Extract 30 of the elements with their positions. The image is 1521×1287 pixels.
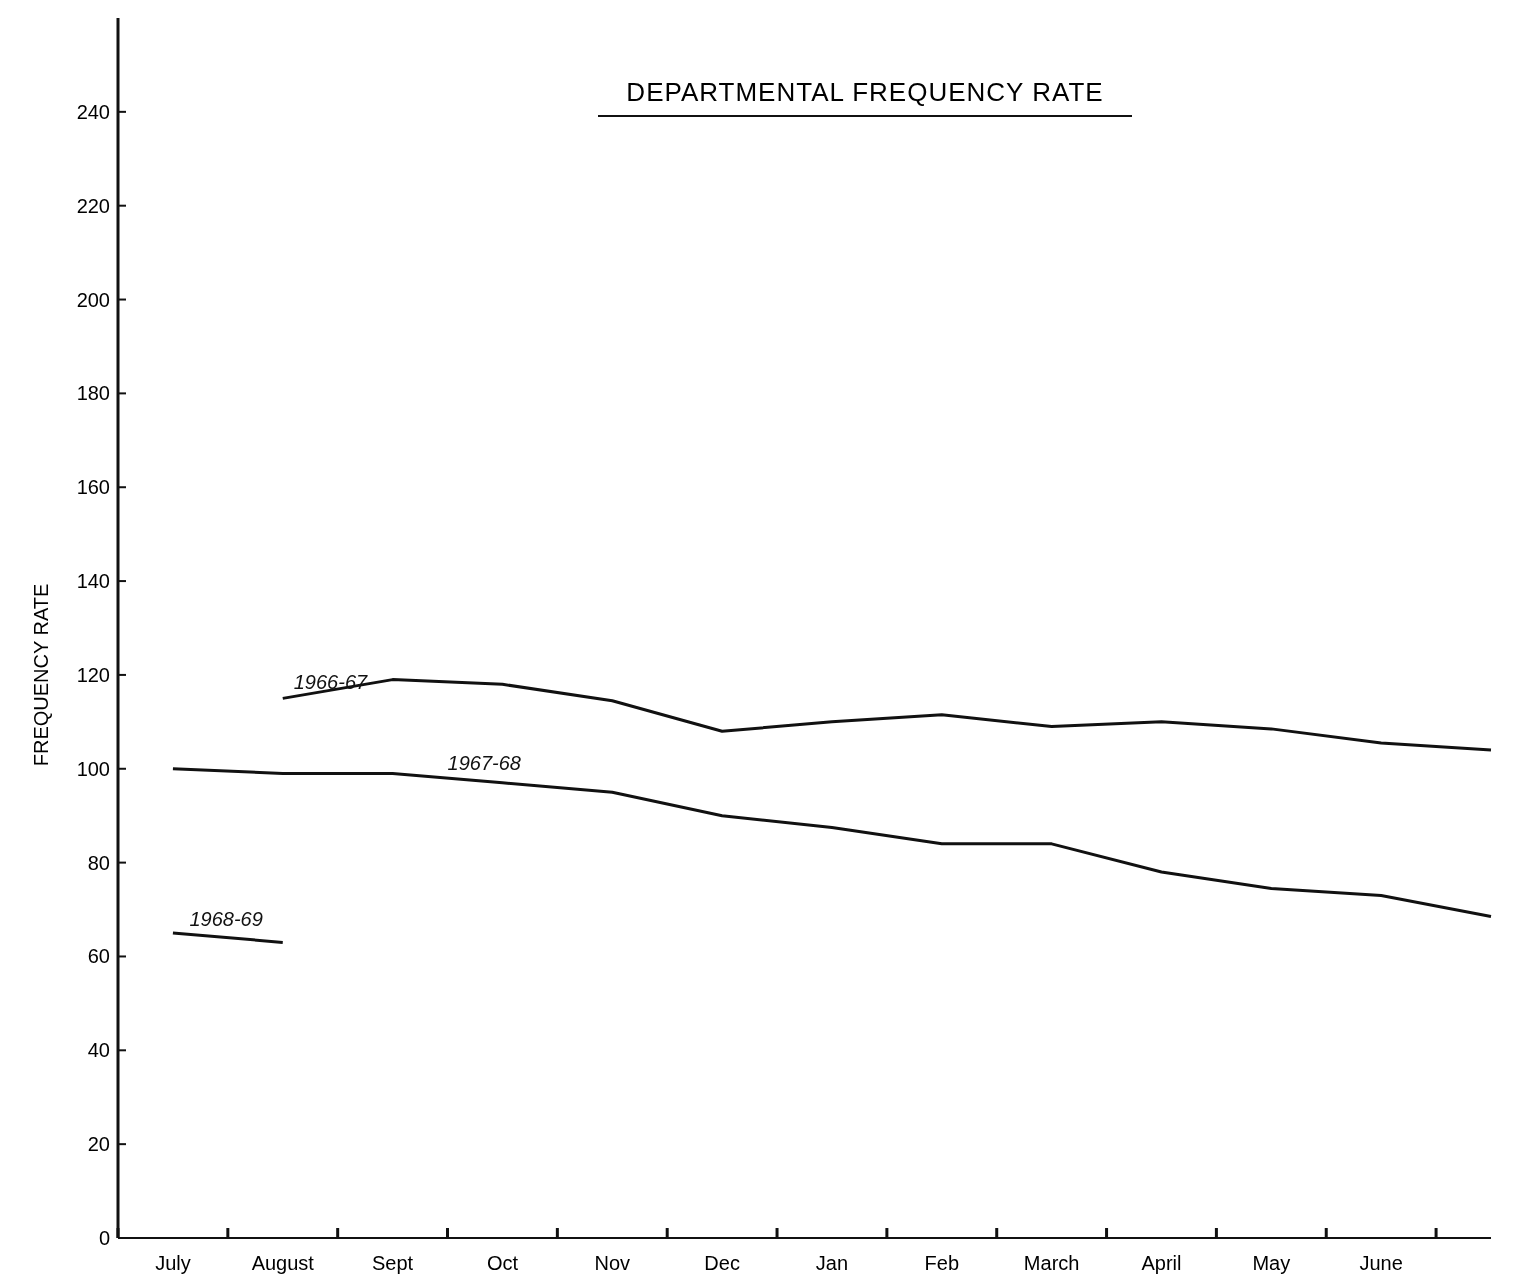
- x-tick-label: June: [1359, 1252, 1403, 1274]
- y-tick-label: 80: [87, 851, 110, 874]
- series-label: 1966-67: [293, 670, 369, 693]
- y-tick-label: 0: [98, 1227, 110, 1249]
- x-tick-label: August: [251, 1252, 315, 1274]
- x-tick-label: Nov: [594, 1252, 631, 1274]
- y-tick-label: 160: [76, 476, 110, 499]
- y-tick-label: 40: [87, 1039, 110, 1062]
- y-tick-label: 180: [76, 382, 110, 405]
- y-tick-label: 200: [76, 288, 110, 311]
- text: DEPARTMENTAL FREQUENCY RATE: [626, 77, 1104, 107]
- series-label: 1968-69: [189, 908, 263, 931]
- x-tick-label: Oct: [486, 1252, 519, 1274]
- x-tick-label: Jan: [815, 1252, 849, 1274]
- x-tick-label: Sept: [372, 1252, 414, 1274]
- y-tick-label: 240: [76, 100, 110, 123]
- x-tick-label: July: [155, 1252, 191, 1274]
- y-tick-label: 140: [76, 570, 110, 593]
- y-axis-title: FREQUENCY RATE: [30, 583, 52, 767]
- y-tick-label: 120: [76, 663, 110, 686]
- x-tick-label: May: [1252, 1252, 1291, 1274]
- y-tick-label: 20: [87, 1133, 110, 1156]
- y-tick-label: 220: [76, 194, 110, 217]
- x-tick-label: March: [1023, 1252, 1080, 1274]
- y-tick-label: 100: [76, 757, 110, 780]
- x-tick-label: Feb: [924, 1252, 960, 1274]
- x-tick-label: Dec: [704, 1252, 740, 1274]
- y-tick-label: 60: [87, 945, 110, 968]
- series-label: 1967-68: [447, 752, 521, 775]
- x-tick-label: April: [1141, 1252, 1182, 1274]
